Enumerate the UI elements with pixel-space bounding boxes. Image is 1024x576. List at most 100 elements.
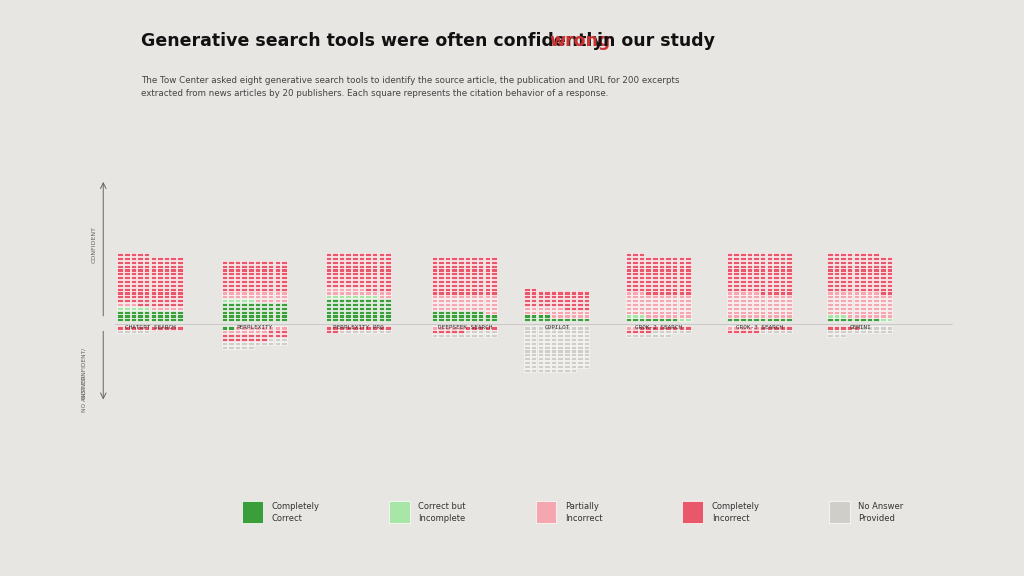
Bar xyxy=(366,268,371,272)
Bar xyxy=(228,291,233,294)
Bar xyxy=(458,310,464,314)
Bar xyxy=(366,295,371,298)
Bar xyxy=(685,295,690,298)
Bar xyxy=(860,330,865,334)
Bar xyxy=(444,291,451,294)
Bar xyxy=(666,287,671,291)
Bar xyxy=(144,280,150,283)
Bar xyxy=(379,306,384,310)
Bar xyxy=(339,272,344,275)
Bar xyxy=(177,291,182,294)
Bar xyxy=(584,342,590,345)
Bar xyxy=(727,299,732,302)
Bar xyxy=(834,284,840,287)
Bar xyxy=(773,318,778,321)
Bar xyxy=(860,327,865,329)
Bar xyxy=(234,327,241,329)
Bar xyxy=(538,327,543,329)
Bar xyxy=(339,295,344,298)
Bar xyxy=(131,284,136,287)
Bar xyxy=(158,287,163,291)
Bar xyxy=(385,314,391,317)
Bar xyxy=(358,261,365,264)
Bar xyxy=(740,299,745,302)
Bar xyxy=(524,310,529,314)
Bar xyxy=(131,330,136,334)
Bar xyxy=(164,257,169,260)
Bar xyxy=(530,357,537,360)
Bar xyxy=(339,303,344,306)
Bar xyxy=(524,338,529,341)
Bar xyxy=(626,291,631,294)
Bar xyxy=(834,272,840,275)
Bar xyxy=(880,291,886,294)
Bar xyxy=(658,257,665,260)
Bar xyxy=(255,295,260,298)
Bar xyxy=(444,327,451,329)
Bar xyxy=(672,261,678,264)
Bar xyxy=(578,318,583,321)
Bar xyxy=(170,327,176,329)
Bar xyxy=(679,272,684,275)
Bar xyxy=(137,287,142,291)
Bar xyxy=(632,272,638,275)
Bar xyxy=(538,369,543,372)
Bar xyxy=(645,314,651,317)
Bar xyxy=(131,264,136,268)
Bar xyxy=(234,284,241,287)
Bar xyxy=(170,264,176,268)
Bar xyxy=(841,334,846,338)
Bar xyxy=(685,280,690,283)
Bar xyxy=(773,306,778,310)
Bar xyxy=(164,261,169,264)
Bar xyxy=(887,284,892,287)
Bar xyxy=(228,310,233,314)
Bar xyxy=(639,264,644,268)
Bar xyxy=(767,287,772,291)
Bar xyxy=(358,268,365,272)
Bar xyxy=(124,276,130,279)
Bar xyxy=(379,280,384,283)
Bar xyxy=(268,314,273,317)
Bar xyxy=(242,338,247,341)
Bar xyxy=(841,272,846,275)
Bar xyxy=(431,284,437,287)
Bar xyxy=(880,257,886,260)
Bar xyxy=(847,268,852,272)
Bar xyxy=(786,303,792,306)
Bar xyxy=(137,280,142,283)
Bar xyxy=(131,303,136,306)
Bar xyxy=(746,261,753,264)
Bar xyxy=(584,306,590,310)
Bar xyxy=(221,306,227,310)
Bar xyxy=(873,330,879,334)
Bar xyxy=(685,291,690,294)
Bar xyxy=(358,253,365,256)
Bar xyxy=(658,314,665,317)
Bar xyxy=(372,330,378,334)
Bar xyxy=(438,318,443,321)
Bar xyxy=(478,264,483,268)
Bar xyxy=(339,318,344,321)
Bar xyxy=(841,257,846,260)
Bar xyxy=(248,261,254,264)
Bar xyxy=(779,327,785,329)
Bar xyxy=(444,272,451,275)
Bar xyxy=(652,310,657,314)
Bar xyxy=(779,291,785,294)
Bar xyxy=(544,369,550,372)
Bar xyxy=(754,330,759,334)
Bar xyxy=(228,299,233,302)
Bar xyxy=(248,287,254,291)
Bar xyxy=(557,330,563,334)
Bar xyxy=(345,291,351,294)
Bar xyxy=(754,314,759,317)
Bar xyxy=(484,295,490,298)
Bar xyxy=(478,314,483,317)
Bar xyxy=(137,303,142,306)
Bar xyxy=(860,257,865,260)
Bar xyxy=(372,280,378,283)
Bar xyxy=(578,334,583,338)
Bar xyxy=(234,276,241,279)
Bar xyxy=(352,284,357,287)
